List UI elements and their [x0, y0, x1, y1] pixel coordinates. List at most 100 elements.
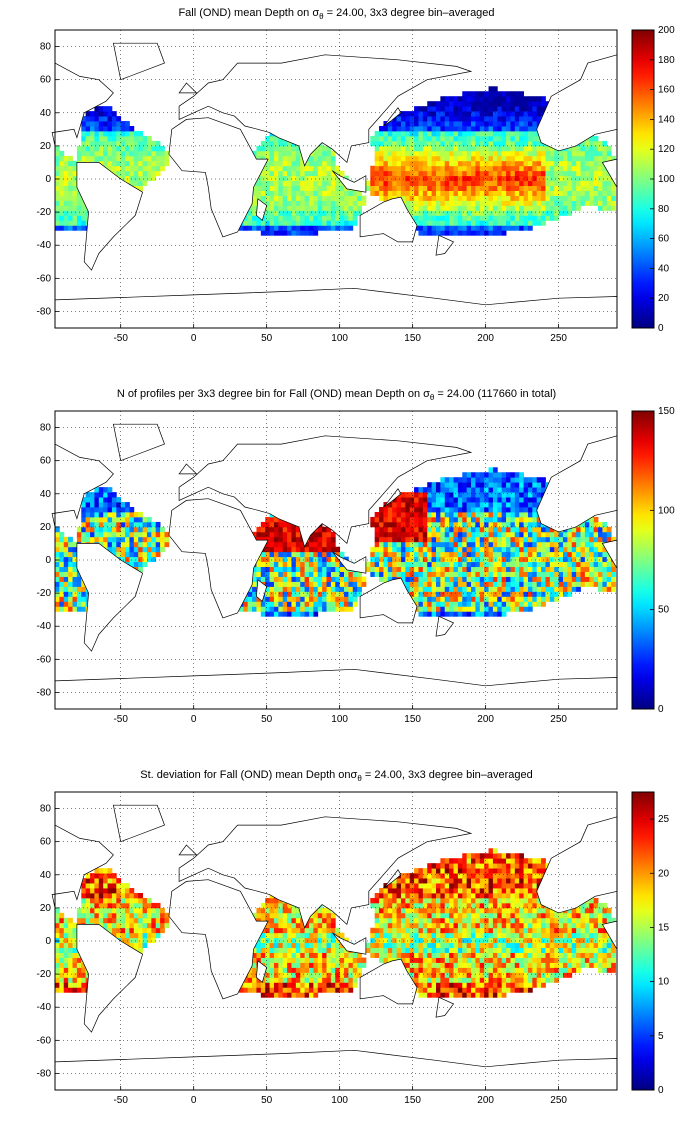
- data-cell: [383, 556, 389, 563]
- data-cell: [488, 150, 494, 157]
- data-cell: [479, 487, 485, 493]
- data-cell: [55, 952, 60, 958]
- data-cell: [545, 576, 551, 582]
- data-cell: [120, 917, 126, 924]
- data-cell: [536, 106, 542, 112]
- data-cell: [475, 507, 481, 513]
- data-cell: [383, 536, 389, 543]
- data-cell: [400, 140, 406, 147]
- data-cell: [501, 581, 507, 587]
- data-cell: [125, 165, 130, 172]
- data-cell: [488, 215, 494, 221]
- data-cell: [523, 130, 529, 137]
- data-cell: [471, 551, 476, 558]
- data-cell: [422, 556, 428, 563]
- data-cell: [484, 526, 489, 533]
- data-cell: [142, 521, 148, 528]
- data-cell: [484, 556, 489, 563]
- data-cell: [273, 516, 279, 523]
- data-cell: [457, 571, 463, 577]
- data-cell: [155, 170, 161, 177]
- data-cell: [63, 190, 69, 196]
- data-cell: [252, 581, 257, 587]
- data-cell: [484, 601, 489, 607]
- data-cell: [562, 536, 568, 543]
- data-cell: [55, 987, 60, 993]
- data-cell: [501, 487, 507, 493]
- data-cell: [273, 611, 279, 617]
- data-cell: [111, 526, 117, 533]
- data-cell: [120, 546, 126, 553]
- data-cell: [466, 581, 472, 587]
- data-cell: [545, 180, 551, 187]
- data-cell: [484, 611, 489, 617]
- data-cell: [295, 170, 301, 177]
- data-cell: [545, 205, 551, 211]
- data-cell: [431, 526, 437, 533]
- data-cell: [580, 541, 586, 548]
- data-cell: [295, 200, 301, 206]
- data-cell: [427, 165, 433, 172]
- data-cell: [611, 190, 616, 196]
- data-cell: [422, 121, 428, 127]
- data-cell: [282, 591, 288, 597]
- data-cell: [400, 511, 406, 518]
- data-cell: [400, 170, 406, 177]
- data-cell: [506, 497, 511, 503]
- data-cell: [107, 507, 113, 513]
- data-cell: [72, 160, 78, 167]
- data-cell: [260, 531, 266, 538]
- data-cell: [492, 472, 498, 478]
- data-cell: [400, 576, 406, 582]
- data-cell: [497, 230, 503, 236]
- data-cell: [63, 200, 69, 206]
- data-cell: [282, 170, 288, 177]
- data-cell: [304, 165, 310, 172]
- data-cell: [383, 126, 389, 132]
- data-cell: [129, 521, 135, 528]
- data-cell: [90, 892, 95, 899]
- data-cell: [269, 601, 275, 607]
- data-cell: [501, 215, 507, 221]
- data-cell: [519, 106, 524, 112]
- data-cell: [567, 531, 573, 538]
- data-cell: [422, 220, 428, 226]
- data-cell: [422, 160, 428, 167]
- coastline: [178, 82, 198, 94]
- data-cell: [304, 170, 310, 177]
- data-cell: [396, 526, 402, 533]
- data-cell: [414, 551, 419, 558]
- data-cell: [510, 116, 516, 122]
- data-cell: [440, 596, 446, 602]
- data-cell: [278, 531, 284, 538]
- data-cell: [405, 551, 411, 558]
- data-cell: [488, 546, 494, 553]
- data-cell: [308, 180, 314, 187]
- data-cell: [519, 492, 524, 498]
- data-cell: [545, 551, 551, 558]
- data-cell: [335, 546, 341, 553]
- data-cell: [418, 185, 424, 191]
- data-cell: [466, 185, 472, 191]
- data-cell: [282, 541, 288, 548]
- data-cell: [506, 571, 511, 577]
- data-cell: [146, 140, 152, 147]
- data-cell: [256, 155, 262, 162]
- data-cell: [308, 546, 314, 553]
- data-cell: [471, 576, 476, 582]
- data-cell: [63, 155, 69, 162]
- data-cell: [541, 581, 546, 587]
- data-cell: [580, 561, 586, 568]
- data-cell: [55, 531, 60, 538]
- data-cell: [107, 907, 113, 914]
- data-cell: [506, 556, 511, 563]
- data-cell: [523, 516, 529, 523]
- data-cell: [308, 160, 314, 167]
- data-cell: [532, 180, 538, 187]
- data-cell: [103, 130, 108, 137]
- data-cell: [111, 516, 117, 523]
- data-cell: [484, 121, 489, 127]
- data-cell: [449, 101, 454, 107]
- data-cell: [492, 511, 498, 518]
- data-cell: [94, 116, 100, 122]
